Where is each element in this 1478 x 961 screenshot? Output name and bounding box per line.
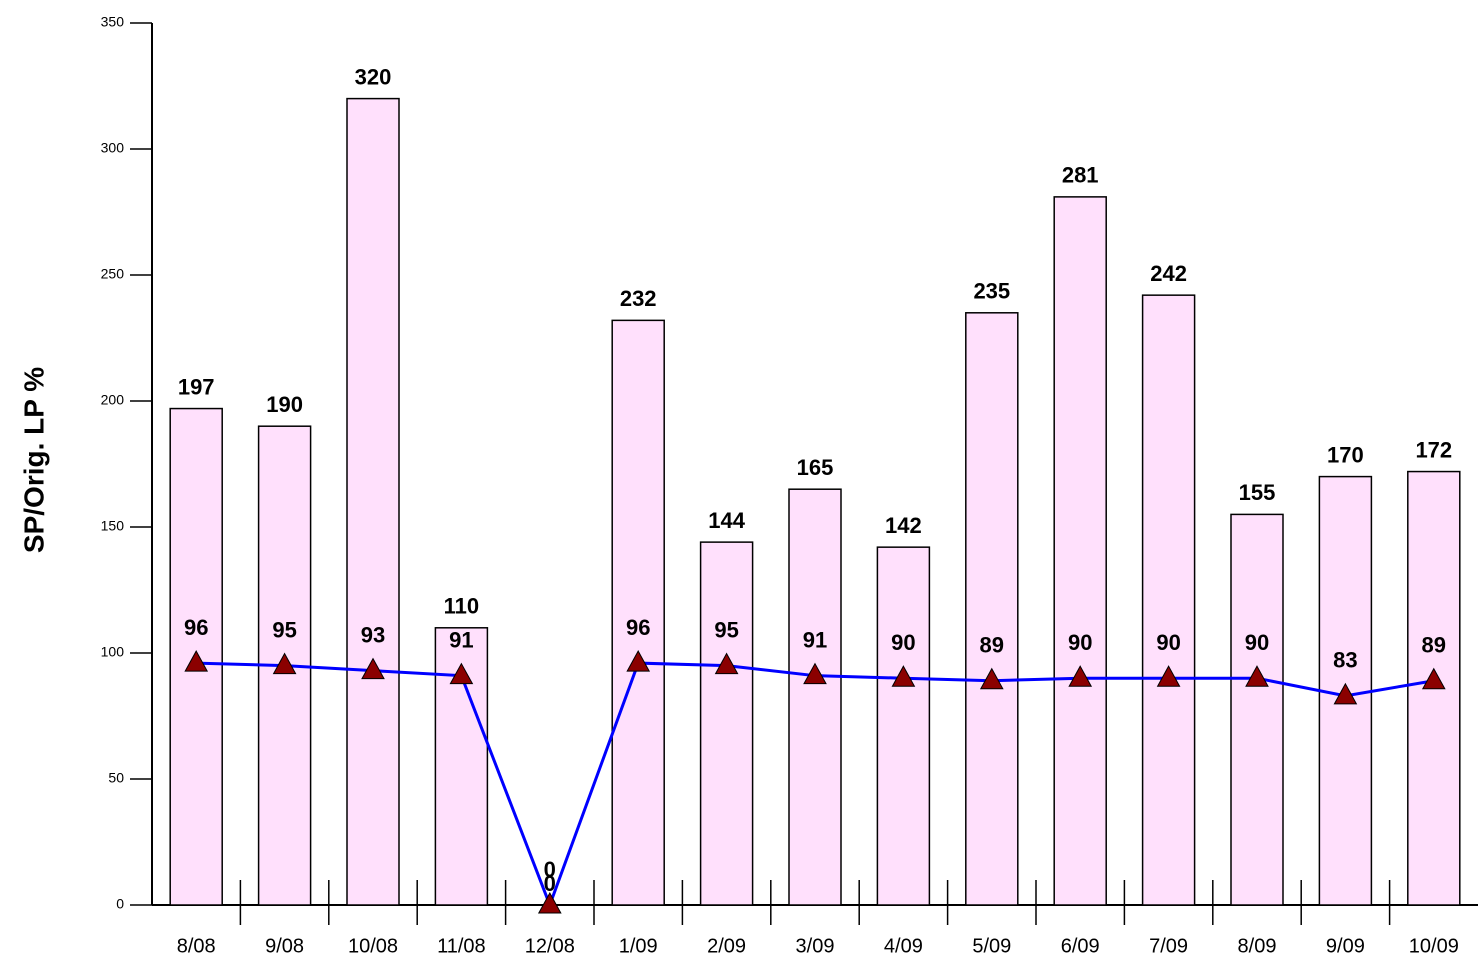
bar: [611, 319, 665, 906]
line-marker: [1245, 665, 1269, 687]
bar-value-label: 242: [1150, 261, 1187, 286]
bar-value-label: 142: [885, 513, 922, 538]
line-value-label: 96: [626, 615, 650, 640]
x-tick-label: 3/09: [796, 935, 835, 957]
line-marker: [626, 650, 651, 672]
x-tick-label: 10/08: [348, 935, 398, 957]
line-value-label: 93: [361, 622, 385, 647]
x-tick-label: 9/09: [1326, 935, 1365, 957]
bar-value-label: 235: [973, 279, 1010, 304]
x-tick-label: 6/09: [1061, 935, 1100, 957]
line-marker: [803, 662, 827, 685]
bar: [346, 97, 400, 906]
line-marker: [714, 652, 739, 675]
line-value-label: 95: [714, 617, 738, 642]
bar: [699, 541, 754, 906]
line-value-label: 95: [272, 617, 296, 642]
bar-value-label: 110: [444, 594, 480, 619]
bar-value-label: 320: [355, 64, 392, 89]
line-value-label: 91: [449, 627, 473, 652]
line-value-label: 90: [1068, 630, 1092, 655]
line-marker: [1421, 667, 1446, 690]
line-value-label: 90: [891, 630, 915, 655]
bar-value-label: 232: [620, 286, 657, 311]
line-marker: [1068, 665, 1093, 687]
x-tick-label: 2/09: [707, 935, 746, 957]
y-tick-label: 50: [108, 770, 124, 786]
x-tick-label: 10/09: [1409, 935, 1459, 957]
line-value-label: 89: [980, 633, 1004, 658]
line-marker: [361, 657, 385, 680]
line-value-label: 83: [1333, 648, 1357, 673]
bar: [1230, 513, 1284, 906]
bar-value-label: 172: [1415, 437, 1452, 462]
bar: [876, 546, 931, 906]
line-marker: [979, 667, 1004, 690]
line-value-label: 91: [803, 627, 827, 652]
y-tick-label: 350: [101, 14, 125, 30]
y-tick-label: 300: [101, 140, 125, 156]
x-tick-label: 4/09: [884, 935, 923, 957]
bar: [1141, 294, 1196, 906]
bar-value-label: 165: [797, 455, 834, 480]
bar-value-label: 155: [1239, 480, 1276, 505]
x-tick-label: 8/08: [177, 935, 216, 957]
line-marker: [184, 650, 209, 672]
bar-value-label: 190: [266, 392, 303, 417]
line-marker: [1333, 682, 1358, 705]
bar: [965, 312, 1019, 906]
line-value-label: 0: [544, 857, 556, 882]
x-tick-label: 9/08: [265, 935, 304, 957]
x-tick-label: 11/08: [437, 935, 486, 957]
x-tick-label: 8/09: [1238, 935, 1277, 957]
x-tick-label: 12/08: [525, 935, 575, 957]
y-tick-label: 200: [101, 392, 125, 408]
y-tick-label: 150: [101, 518, 125, 534]
line-marker: [891, 665, 916, 687]
line-marker: [537, 891, 562, 914]
line-value-label: 89: [1422, 633, 1446, 658]
line-marker: [272, 652, 297, 675]
y-axis-label: SP/Orig. LP %: [18, 367, 49, 553]
x-tick-label: 1/09: [619, 935, 658, 957]
bar-value-label: 144: [708, 508, 745, 533]
line-marker: [449, 662, 474, 685]
bar-value-label: 170: [1327, 442, 1364, 467]
bar: [1053, 196, 1107, 906]
y-tick-label: 0: [116, 896, 124, 912]
line-value-label: 90: [1245, 630, 1269, 655]
bar-value-label: 0: [544, 871, 556, 896]
bar-value-label: 281: [1062, 163, 1099, 188]
bar: [788, 488, 842, 906]
y-tick-label: 100: [101, 644, 125, 660]
x-tick-label: 5/09: [972, 935, 1011, 957]
bar-value-label: 197: [178, 374, 215, 399]
x-tick-label: 7/09: [1149, 935, 1188, 957]
line-marker: [1156, 665, 1181, 687]
line-value-label: 96: [184, 615, 208, 640]
line-value-label: 90: [1156, 630, 1180, 655]
y-tick-label: 250: [101, 266, 125, 282]
